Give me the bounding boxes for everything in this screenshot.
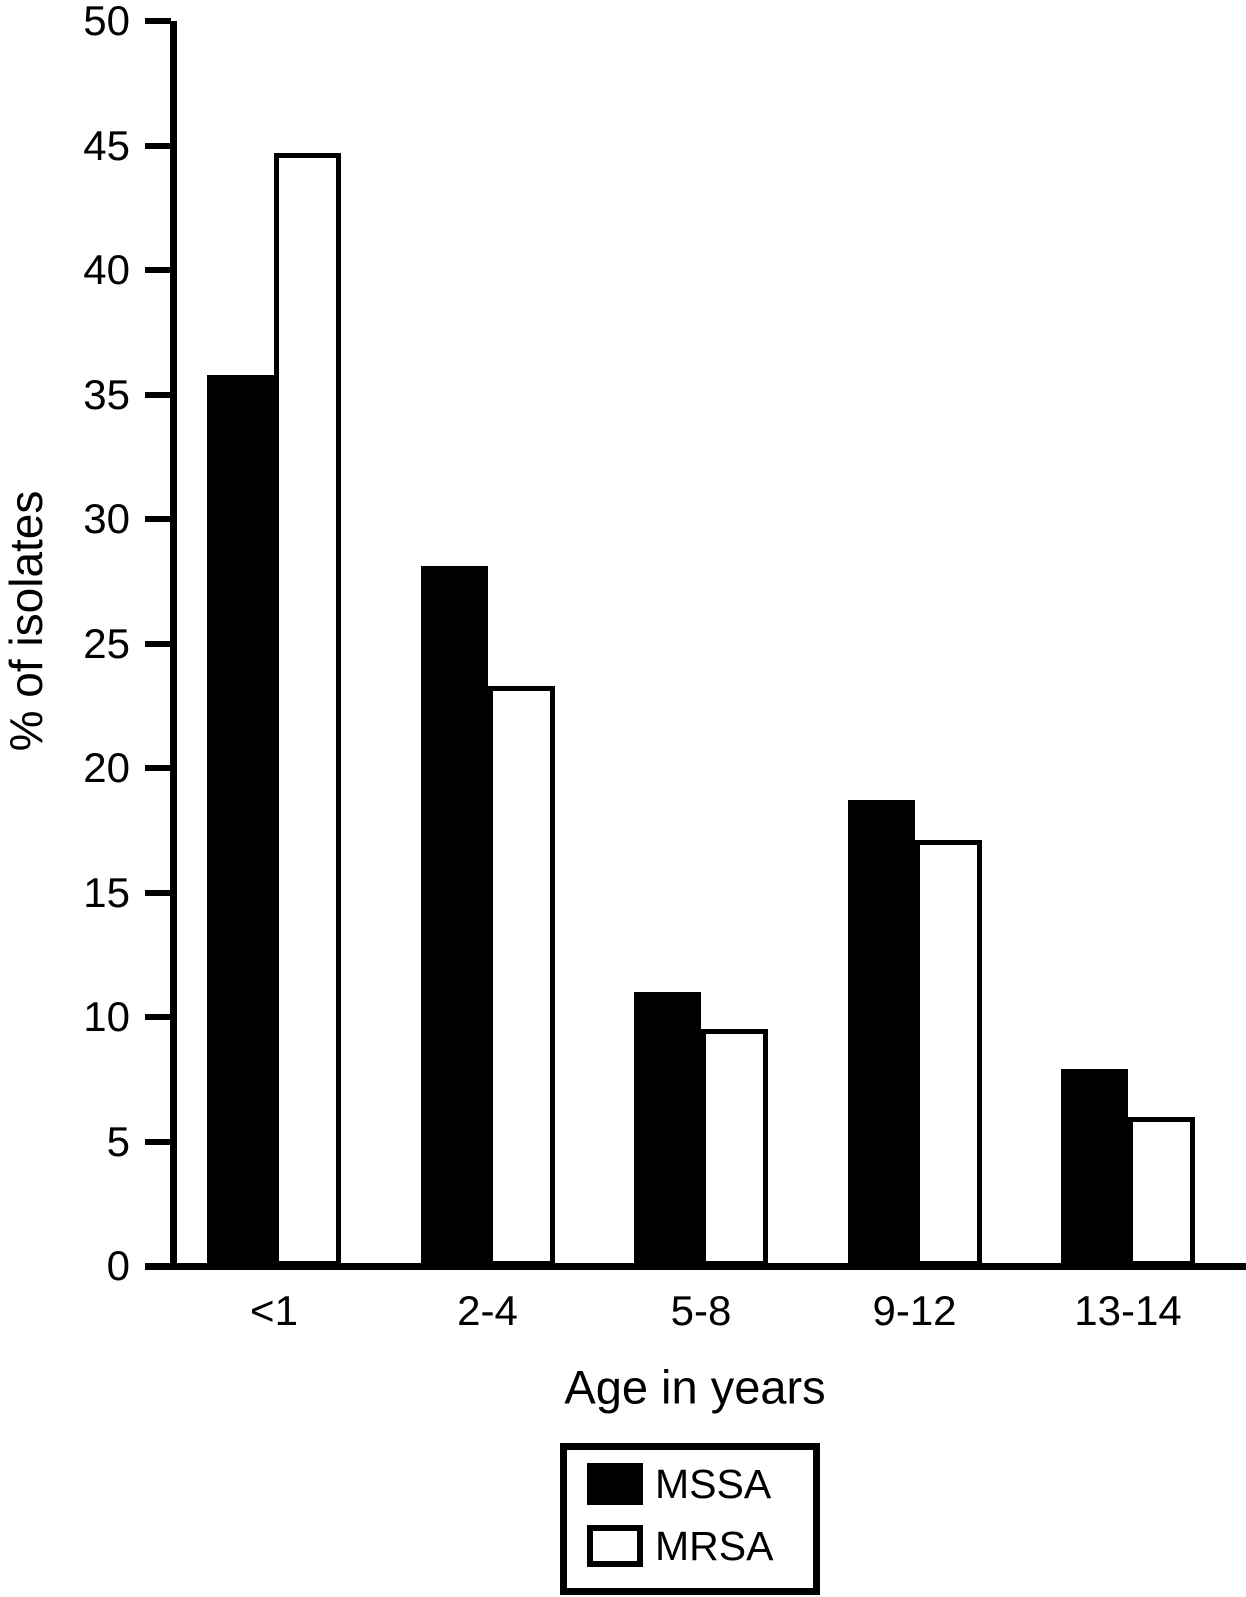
bar-mrsa-13-14: [1128, 1117, 1195, 1266]
legend-label-mssa: MSSA: [655, 1460, 772, 1507]
y-axis-tick: [145, 765, 171, 771]
y-axis-tick: [145, 516, 171, 522]
x-category-label: 9-12: [872, 1287, 957, 1334]
legend-label-mrsa: MRSA: [655, 1522, 774, 1569]
y-tick-label: 20: [83, 744, 130, 791]
legend-entry-mssa: MSSA: [587, 1463, 813, 1505]
y-axis-line: [170, 21, 177, 1270]
y-tick-label: 30: [83, 495, 130, 542]
y-tick-label: 5: [106, 1117, 130, 1165]
bar-mrsa-<1: [274, 153, 341, 1266]
legend-box: MSSA MRSA: [560, 1443, 820, 1595]
bar-mrsa-2-4: [487, 686, 555, 1266]
y-tick-label: 10: [83, 993, 130, 1040]
y-tick-label: 45: [83, 121, 130, 169]
y-tick-label: 25: [83, 619, 130, 667]
y-axis-tick: [145, 18, 171, 24]
y-tick-label: 0: [106, 1242, 130, 1289]
bar-mssa-13-14: [1061, 1069, 1128, 1266]
legend-entry-mrsa: MRSA: [587, 1525, 813, 1567]
y-axis-tick: [145, 889, 171, 896]
x-axis-line: [145, 1263, 1246, 1270]
bar-mssa-9-12: [847, 800, 915, 1266]
bar-mssa-2-4: [420, 566, 488, 1266]
bar-mssa-5-8: [634, 992, 701, 1266]
x-category-label: 5-8: [670, 1287, 732, 1334]
y-axis-tick: [145, 391, 171, 398]
legend-swatch-mrsa-outlined-icon: [587, 1525, 643, 1567]
y-axis-tick: [145, 1014, 171, 1020]
x-category-label: <1: [250, 1287, 298, 1334]
y-tick-label: 35: [83, 370, 130, 418]
y-axis-tick: [145, 267, 171, 273]
x-category-label: 2-4: [457, 1287, 518, 1334]
y-axis-tick: [145, 640, 171, 647]
y-axis-tick: [145, 142, 171, 149]
y-axis-tick: [145, 1263, 171, 1269]
bar-mrsa-9-12: [914, 840, 982, 1266]
plot-area: 0 5 10 15 20 25 30 35 40 45 50 <1 2-4 5-8 9-12 13-14: [83, 0, 1246, 1334]
y-tick-label: 50: [83, 0, 130, 44]
bar-mrsa-5-8: [701, 1029, 768, 1266]
y-axis-tick: [145, 1138, 171, 1145]
y-tick-label: 40: [83, 246, 130, 293]
x-axis-title: Age in years: [564, 1360, 826, 1414]
y-tick-label: 15: [83, 868, 130, 916]
legend-swatch-mssa-filled-icon: [587, 1463, 643, 1505]
bar-mssa-<1: [207, 375, 274, 1266]
x-category-label: 13-14: [1074, 1287, 1182, 1334]
